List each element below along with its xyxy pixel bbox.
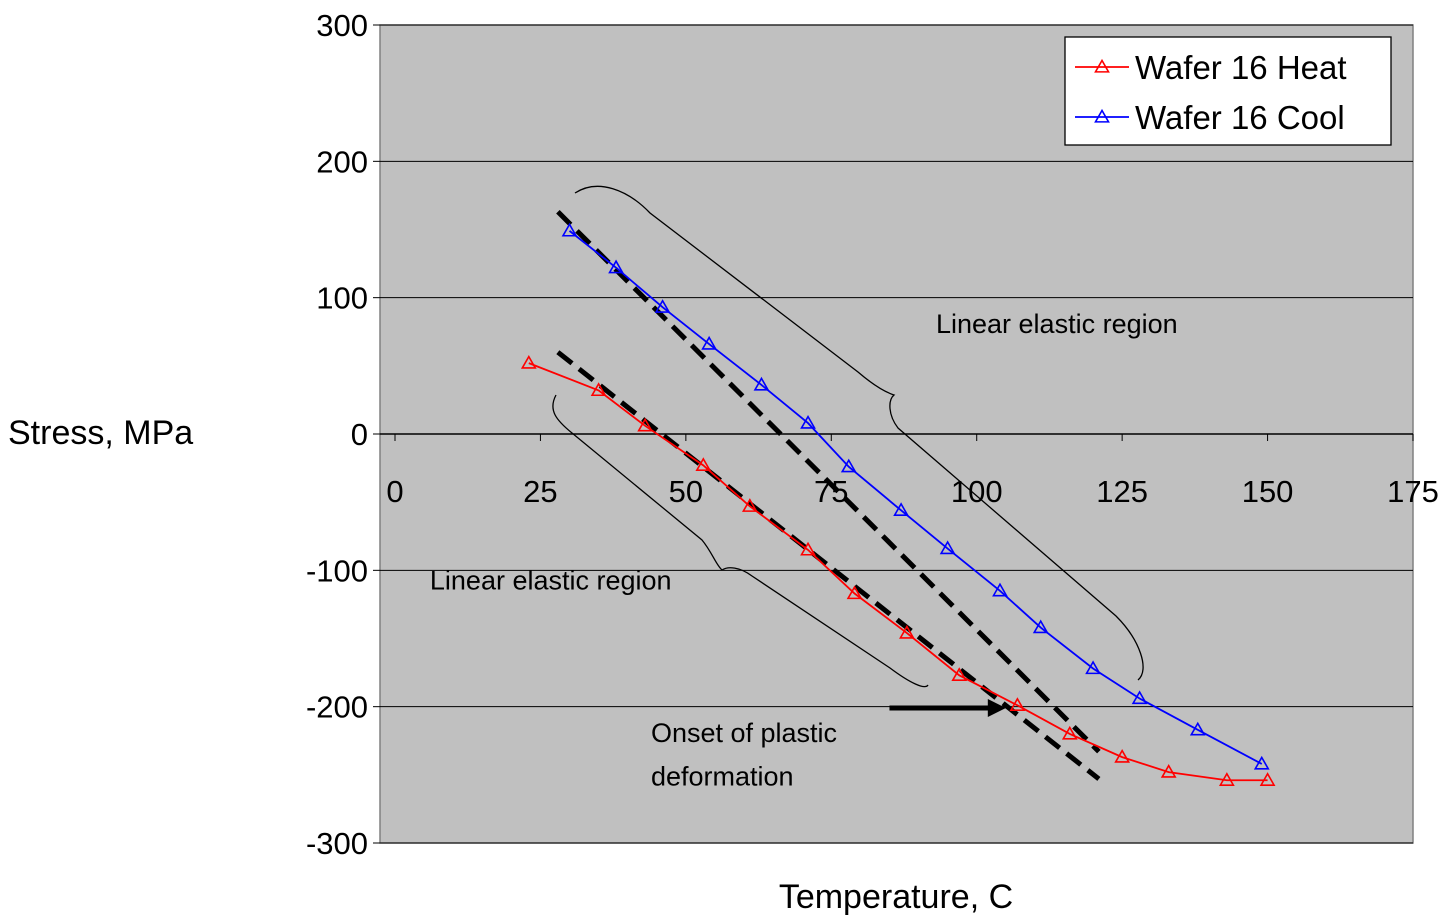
triangle-marker (1131, 690, 1148, 705)
y-tick-label: 100 (316, 281, 368, 316)
triangle-marker (992, 582, 1008, 597)
triangle-marker (520, 354, 537, 369)
triangle-marker (608, 259, 624, 274)
triangle-marker (695, 457, 712, 472)
x-tick-label: 125 (1096, 474, 1148, 509)
x-tick-label: 75 (814, 474, 848, 509)
y-tick-label: -200 (306, 690, 368, 725)
annotation-text: deformation (651, 762, 794, 792)
triangle-marker (753, 376, 770, 391)
annotation-text: Onset of plastic (651, 718, 837, 748)
series-line (568, 230, 1263, 765)
series-line (528, 362, 1268, 782)
onset-arrow (889, 699, 1006, 718)
triangle-marker (561, 222, 578, 237)
y-tick-label: 200 (316, 144, 368, 179)
triangle-marker (939, 540, 956, 555)
triangle-marker (840, 458, 857, 473)
x-tick-label: 150 (1242, 474, 1294, 509)
triangle-marker (1218, 772, 1235, 786)
x-axis-title: Temperature, C (779, 878, 1013, 916)
triangle-marker (800, 541, 816, 556)
x-tick-label: 25 (523, 474, 557, 509)
x-tick-label: 0 (386, 474, 403, 509)
x-tick-label: 100 (951, 474, 1003, 509)
triangle-marker (1160, 763, 1177, 778)
legend: Wafer 16 Heat Wafer 16 Cool (1064, 36, 1392, 146)
legend-label: Wafer 16 Heat (1135, 49, 1347, 86)
triangle-marker (1009, 697, 1026, 711)
legend-marker (1094, 58, 1110, 73)
triangle-marker (899, 624, 915, 639)
triangle-marker (846, 585, 863, 600)
y-tick-label: -300 (306, 826, 368, 861)
legend-marker (1094, 108, 1110, 123)
triangle-marker (1259, 772, 1276, 786)
annotations: Linear elastic region Linear elastic regi… (430, 309, 1178, 792)
triangle-marker (701, 335, 718, 350)
triangle-marker (893, 502, 909, 517)
triangle-marker (637, 417, 654, 432)
annotation-text: Linear elastic region (430, 565, 672, 595)
series-lines (520, 222, 1276, 786)
arrow-head (987, 699, 1006, 718)
triangle-marker (800, 414, 816, 429)
legend-label: Wafer 16 Cool (1135, 99, 1345, 136)
triangle-marker (1085, 660, 1101, 675)
x-tick-label: 50 (669, 474, 703, 509)
triangle-marker (1032, 619, 1049, 634)
upper-brace (574, 185, 1144, 681)
region-braces (552, 185, 1144, 688)
y-tick-label: -100 (306, 553, 368, 588)
y-axis-title: Stress, MPa (8, 414, 193, 452)
tick-labels: 300 200 100 0 -100 -200 -300 0 25 50 75 100 125 150 17… (306, 8, 1439, 861)
triangle-marker (1114, 748, 1131, 763)
legend-box (1064, 36, 1392, 146)
triangle-marker (951, 667, 968, 681)
triangle-marker (1253, 755, 1270, 770)
x-tick-label: 175 (1387, 474, 1439, 509)
triangle-marker (590, 382, 607, 397)
triangle-marker (1061, 725, 1078, 740)
x-axis (380, 433, 1414, 441)
triangle-marker (741, 498, 758, 512)
fit-line (556, 210, 1101, 754)
lower-brace (552, 394, 929, 688)
y-tick-label: 300 (316, 8, 368, 43)
annotation-text: Linear elastic region (936, 309, 1178, 339)
y-tick-label: 0 (351, 417, 368, 452)
triangle-marker (1189, 721, 1206, 736)
triangle-marker (654, 299, 671, 313)
